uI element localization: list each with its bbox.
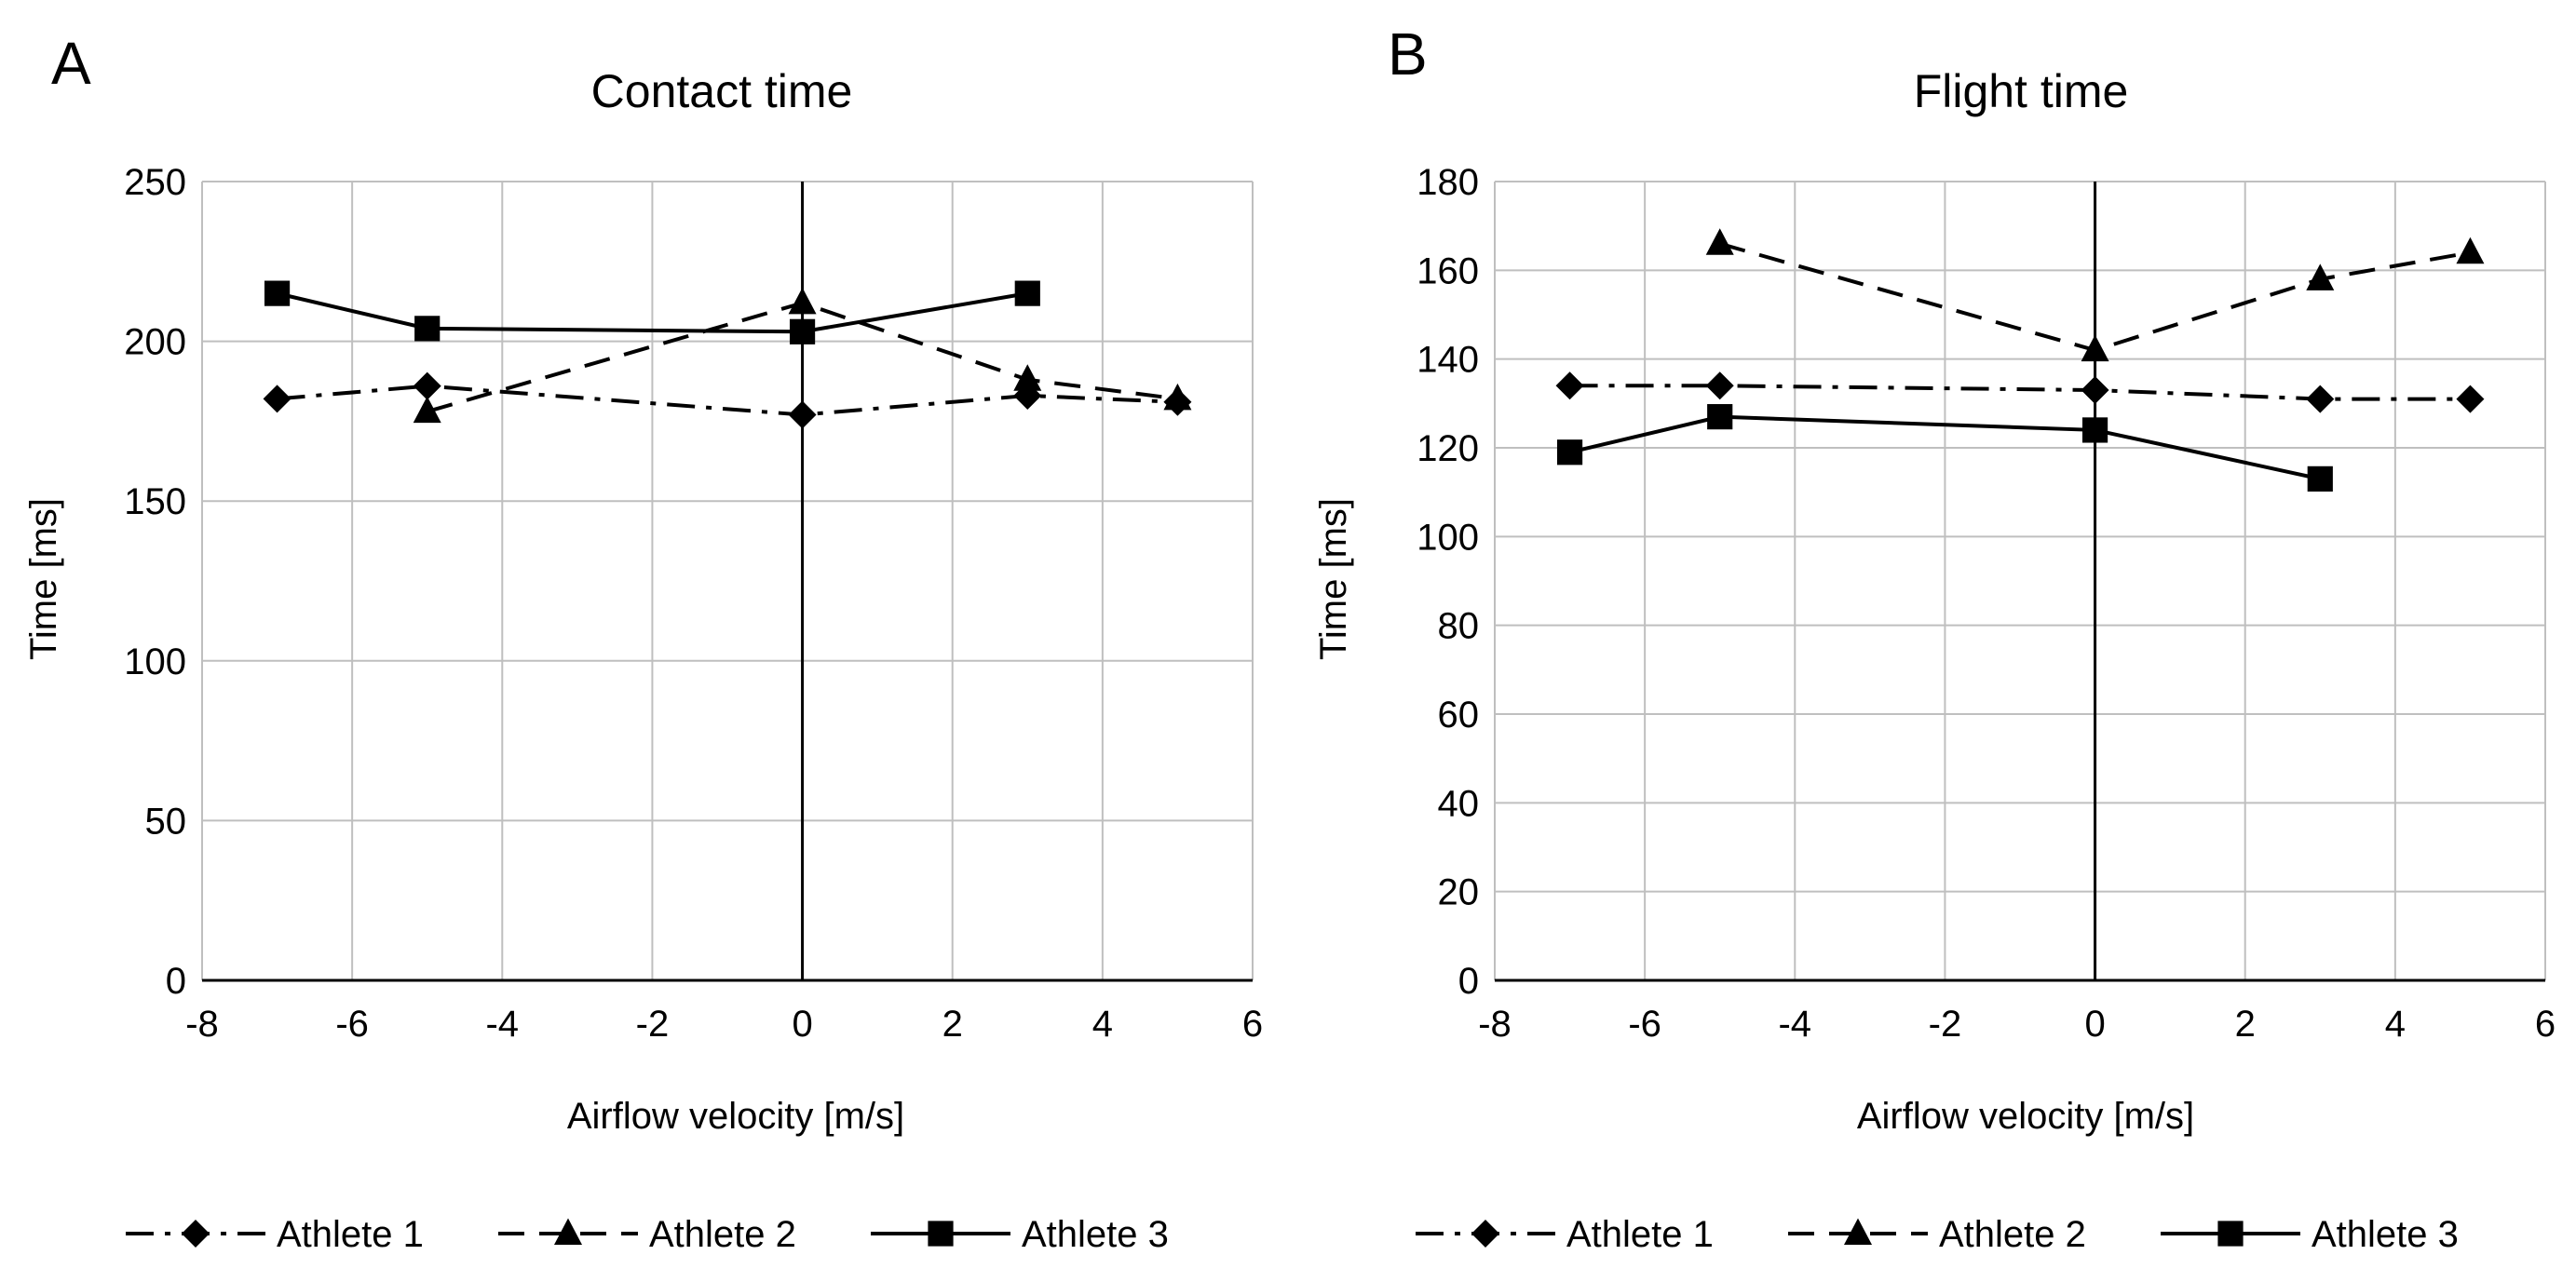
legend-marker xyxy=(1471,1220,1499,1248)
panel-a: A Contact time 0 50 100 150 200 250 -8 -6 -4 -2 0 2… xyxy=(23,30,1263,1255)
data-point xyxy=(1163,383,1192,411)
legend-marker xyxy=(1844,1218,1872,1245)
y-tick-label: 100 xyxy=(1417,517,1479,558)
data-point xyxy=(788,400,817,429)
data-point xyxy=(2456,385,2485,413)
panel-b: B Flight time 020406080100120140160180-8… xyxy=(1313,20,2556,1255)
data-point xyxy=(1013,364,1042,391)
legend-label: Athlete 2 xyxy=(649,1214,796,1255)
y-tick-label: 50 xyxy=(145,801,187,842)
data-point xyxy=(414,316,441,342)
series-line xyxy=(1569,384,2471,401)
legend-marker xyxy=(182,1220,210,1248)
data-point xyxy=(788,287,817,315)
x-tick-label: -4 xyxy=(1778,1004,1811,1045)
x-tick-label: 2 xyxy=(2235,1004,2256,1045)
data-point xyxy=(264,280,291,306)
data-point xyxy=(1705,371,1734,400)
panel-a-label: A xyxy=(51,30,91,97)
panel-b-title: Flight time xyxy=(1914,65,2129,117)
y-tick-label: 40 xyxy=(1438,783,1480,824)
y-tick-label: 200 xyxy=(124,322,186,363)
data-point xyxy=(1556,439,1583,466)
panel-a-gridlines xyxy=(201,181,1254,981)
y-tick-label: 100 xyxy=(124,641,186,682)
panel-b-axes xyxy=(1495,182,2545,982)
data-point xyxy=(1707,404,1733,430)
data-point xyxy=(413,396,441,424)
panel-b-x-axis-label: Airflow velocity [m/s] xyxy=(1857,1096,2194,1137)
data-point xyxy=(263,385,291,413)
x-tick-label: 0 xyxy=(2084,1004,2105,1045)
y-tick-label: 150 xyxy=(124,481,186,522)
data-point xyxy=(1705,228,1734,255)
y-tick-label: 20 xyxy=(1438,872,1480,913)
panel-b-series xyxy=(1555,228,2485,492)
x-tick-label: -8 xyxy=(1478,1004,1512,1045)
x-tick-label: 6 xyxy=(1242,1004,1263,1045)
y-tick-label: 0 xyxy=(1458,961,1479,1002)
x-tick-label: 4 xyxy=(1092,1004,1113,1045)
x-tick-label: -4 xyxy=(485,1004,519,1045)
panel-a-axes xyxy=(202,182,1253,982)
panel-b-y-axis-label: Time [ms] xyxy=(1313,498,1354,660)
data-point xyxy=(2081,334,2109,362)
panel-b-legend: Athlete 1 Athlete 2 Athlete 3 xyxy=(1416,1214,2459,1255)
x-tick-label: -2 xyxy=(1929,1004,1962,1045)
panel-a-y-axis-label: Time [ms] xyxy=(23,498,64,660)
data-point xyxy=(2306,263,2335,290)
data-point xyxy=(2306,385,2335,413)
x-tick-label: 2 xyxy=(942,1004,963,1045)
x-tick-label: -2 xyxy=(636,1004,670,1045)
data-point xyxy=(413,371,441,400)
panel-a-series xyxy=(263,280,1192,429)
data-point xyxy=(1014,280,1040,306)
x-tick-label: -8 xyxy=(185,1004,219,1045)
panel-a-legend: Athlete 1 Athlete 2 Athlete 3 xyxy=(126,1214,1169,1255)
legend-label: Athlete 1 xyxy=(277,1214,424,1255)
series-line xyxy=(1569,414,2321,481)
x-tick-label: 6 xyxy=(2535,1004,2556,1045)
y-tick-label: 250 xyxy=(124,162,186,203)
data-point xyxy=(2456,236,2485,264)
data-point xyxy=(2081,417,2108,443)
panel-a-title: Contact time xyxy=(591,65,853,117)
x-tick-label: -6 xyxy=(335,1004,369,1045)
x-tick-label: 0 xyxy=(792,1004,812,1045)
y-tick-label: 160 xyxy=(1417,250,1479,291)
x-tick-label: 4 xyxy=(2385,1004,2406,1045)
panel-b-gridlines xyxy=(1494,181,2546,981)
series-line xyxy=(427,301,1178,414)
series-line xyxy=(277,291,1028,334)
y-tick-label: 60 xyxy=(1438,695,1480,735)
legend-label: Athlete 3 xyxy=(2312,1214,2459,1255)
legend-marker xyxy=(928,1221,954,1247)
x-tick-label: -6 xyxy=(1628,1004,1661,1045)
y-tick-label: 180 xyxy=(1417,162,1479,203)
y-tick-label: 80 xyxy=(1438,606,1480,647)
panel-b-tick-labels: 0 20 40 60 80 100 120 140 160 180 -8 -6 -4 -2 0 2 4 6 xyxy=(1417,162,2556,1045)
legend-label: Athlete 3 xyxy=(1022,1214,1169,1255)
data-point xyxy=(789,318,816,344)
data-point xyxy=(1555,371,1584,400)
y-tick-label: 120 xyxy=(1417,428,1479,469)
legend-marker xyxy=(2217,1221,2244,1247)
series-line xyxy=(1719,241,2471,353)
y-tick-label: 140 xyxy=(1417,340,1479,381)
panel-a-tick-labels: 0 50 100 150 200 250 -8 -6 -4 -2 0 2 4 6 xyxy=(124,162,1263,1045)
panel-a-x-axis-label: Airflow velocity [m/s] xyxy=(567,1096,904,1137)
legend-label: Athlete 2 xyxy=(1939,1214,2086,1255)
series-line xyxy=(277,384,1178,417)
y-tick-label: 0 xyxy=(166,961,186,1002)
legend-label: Athlete 1 xyxy=(1566,1214,1714,1255)
data-point xyxy=(2307,466,2333,492)
panel-b-label: B xyxy=(1388,20,1428,88)
legend-marker xyxy=(554,1218,582,1245)
data-point xyxy=(2081,376,2109,405)
